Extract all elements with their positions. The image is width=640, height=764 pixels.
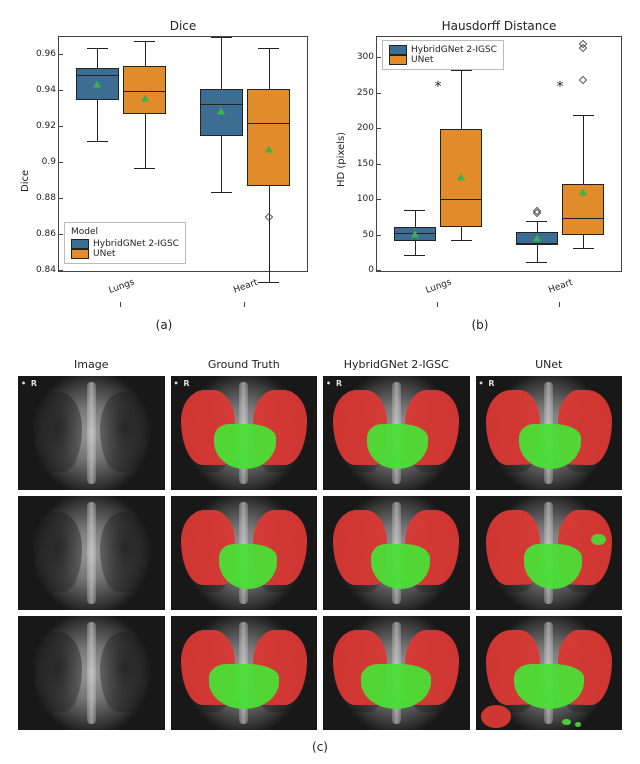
ytick-label: 100 (344, 194, 374, 204)
legend-title: Model (71, 227, 179, 237)
legend-swatch-unet (71, 249, 89, 259)
mean-marker (265, 145, 273, 152)
grid-cell (171, 616, 318, 730)
ytick-label: 0 (344, 265, 374, 275)
ytick-label: 250 (344, 88, 374, 98)
ytick-label: 50 (344, 230, 374, 240)
ytick-label: 150 (344, 159, 374, 169)
grid-cell (476, 496, 623, 610)
mean-marker (411, 231, 419, 238)
legend-swatch-unet (389, 55, 407, 65)
grid-column-header: Image (18, 358, 165, 371)
r-marker: • R (174, 379, 191, 388)
grid-column-header: UNet (476, 358, 623, 371)
legend-label-hybrid: HybridGNet 2-IGSC (93, 239, 179, 249)
ytick-label: 0.86 (26, 229, 56, 239)
grid-cell: • R (171, 376, 318, 490)
xtick-label: Lungs (107, 277, 135, 296)
panel-a-legend: Model HybridGNet 2-IGSC UNet (64, 222, 186, 264)
grid-cell: • R (18, 376, 165, 490)
significance-star: * (557, 79, 564, 95)
mean-marker (457, 174, 465, 181)
legend-label-unet: UNet (93, 249, 115, 259)
panel-a-caption: (a) (10, 318, 318, 332)
box-heart_unet (247, 89, 289, 186)
grid-cell: • R (323, 376, 470, 490)
r-marker: • R (479, 379, 496, 388)
outlier-point (264, 213, 272, 221)
mean-marker (579, 188, 587, 195)
legend-swatch-hybrid (71, 239, 89, 249)
panel-b-xticks: Lungs Heart (376, 272, 622, 302)
unet-artifact (575, 722, 581, 727)
panel-b: Hausdorff Distance ** HD (pixels) 050100… (330, 12, 630, 312)
ytick-label: 0.96 (26, 49, 56, 59)
grid-cell (18, 496, 165, 610)
panel-b-legend: HybridGNet 2-IGSC UNet (382, 40, 504, 70)
ytick-label: 0.84 (26, 265, 56, 275)
mean-marker (217, 107, 225, 114)
legend-label-hybrid: HybridGNet 2-IGSC (411, 45, 497, 55)
xtick-label: Heart (232, 278, 259, 296)
panel-a-yticks: 0.84 0.86 0.88 0.9 0.92 0.94 0.96 (22, 36, 58, 272)
panel-b-title: Hausdorff Distance (377, 19, 621, 33)
unet-artifact (591, 534, 606, 545)
panel-a: Dice Dice 0.840.860.880.90.920.940.96 Lu… (10, 12, 318, 312)
unet-artifact (481, 705, 510, 728)
ytick-label: 300 (344, 52, 374, 62)
mean-marker (141, 95, 149, 102)
grid-cell (171, 496, 318, 610)
panel-c-grid: Image Ground Truth HybridGNet 2-IGSC UNet • … (18, 358, 622, 730)
mean-marker (533, 234, 541, 241)
ytick-label: 0.9 (26, 157, 56, 167)
r-marker: • R (21, 379, 38, 388)
legend-swatch-hybrid (389, 45, 407, 55)
mean-marker (93, 80, 101, 87)
ytick-label: 0.94 (26, 85, 56, 95)
xtick-label: Lungs (424, 277, 452, 296)
ytick-label: 0.88 (26, 193, 56, 203)
grid-column-header: HybridGNet 2-IGSC (323, 358, 470, 371)
grid-cell: • R (476, 376, 623, 490)
ytick-label: 0.92 (26, 121, 56, 131)
panel-b-caption: (b) (330, 318, 630, 332)
legend-label-unet: UNet (411, 55, 433, 65)
panel-c-caption: (c) (0, 740, 640, 754)
significance-star: * (435, 79, 442, 95)
grid-column-header: Ground Truth (171, 358, 318, 371)
grid-cell (323, 496, 470, 610)
r-marker: • R (326, 379, 343, 388)
panel-a-xticks: Lungs Heart (58, 272, 308, 302)
grid-cell (18, 616, 165, 730)
grid-cell (323, 616, 470, 730)
ytick-label: 200 (344, 123, 374, 133)
panel-a-title: Dice (59, 19, 307, 33)
unet-artifact (562, 719, 571, 726)
outlier-point (579, 75, 587, 83)
xtick-label: Heart (547, 278, 574, 296)
grid-cell (476, 616, 623, 730)
hd-plot-area: Hausdorff Distance ** (376, 36, 622, 272)
panel-b-yticks: 0 50 100 150 200 250 300 (340, 36, 376, 272)
